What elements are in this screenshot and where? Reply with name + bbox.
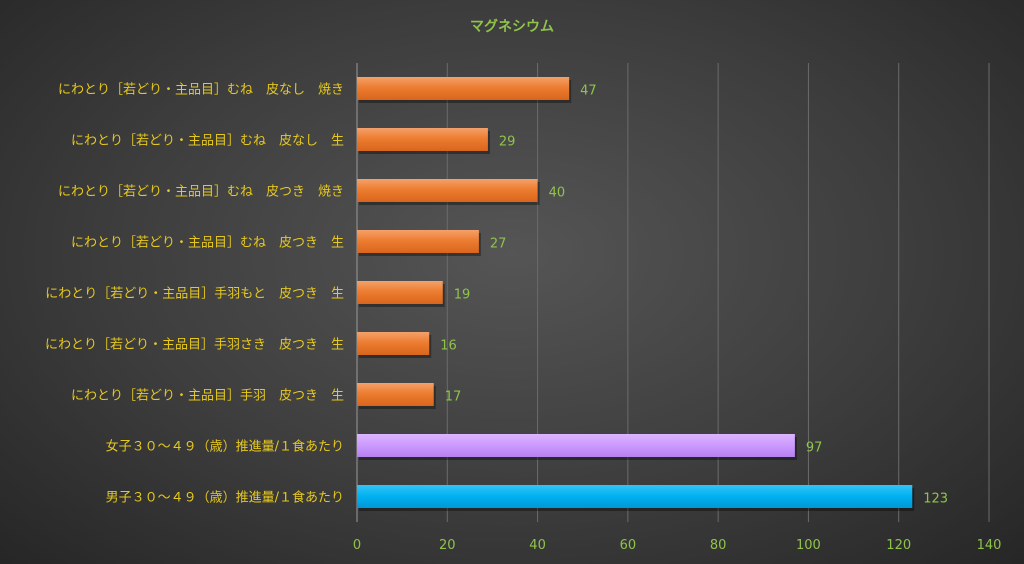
- bar: [357, 77, 570, 100]
- data-label: 97: [806, 441, 823, 456]
- data-labels: 47 29 40 27 19 16 17 97 123: [440, 84, 948, 507]
- x-tick-labels: 0 20 40 60 80 100 120 140: [353, 538, 1002, 553]
- bar: [357, 383, 434, 406]
- category-label: にわとり［若どり・主品目］手羽さき 皮つき 生: [45, 337, 344, 353]
- bar: [357, 128, 488, 151]
- x-tick-label: 40: [529, 538, 546, 553]
- chart-title: マグネシウム: [470, 18, 554, 35]
- data-label: 16: [440, 339, 457, 354]
- bar: [357, 230, 479, 253]
- data-label: 17: [445, 390, 462, 405]
- bar: [357, 434, 795, 457]
- x-tick-label: 0: [353, 538, 361, 553]
- category-label: にわとり［若どり・主品目］手羽 皮つき 生: [71, 388, 344, 404]
- category-label: にわとり［若どり・主品目］手羽もと 皮つき 生: [45, 286, 344, 302]
- data-label: 40: [549, 186, 566, 201]
- bar: [357, 179, 538, 202]
- category-label: にわとり［若どり・主品目］むね 皮なし 焼き: [58, 82, 344, 98]
- bars: [357, 77, 915, 511]
- x-tick-label: 80: [710, 538, 727, 553]
- category-label: 男子３０～４９（歳）推進量/１食あたり: [106, 490, 344, 506]
- category-label: にわとり［若どり・主品目］むね 皮つき 生: [71, 235, 344, 251]
- data-label: 29: [499, 135, 516, 150]
- category-label: にわとり［若どり・主品目］むね 皮なし 生: [71, 133, 344, 149]
- data-label: 19: [454, 288, 471, 303]
- category-label: にわとり［若どり・主品目］むね 皮つき 焼き: [58, 184, 344, 200]
- bar: [357, 485, 913, 508]
- x-tick-label: 140: [977, 538, 1002, 553]
- category-label: 女子３０～４９（歳）推進量/１食あたり: [106, 439, 344, 455]
- bar: [357, 281, 443, 304]
- data-label: 47: [580, 84, 597, 99]
- x-tick-label: 100: [796, 538, 821, 553]
- gridlines: [356, 63, 990, 522]
- data-label: 27: [490, 237, 507, 252]
- x-tick-label: 60: [620, 538, 637, 553]
- data-label: 123: [923, 492, 948, 507]
- bar: [357, 332, 430, 355]
- x-tick-label: 20: [439, 538, 456, 553]
- x-tick-label: 120: [886, 538, 911, 553]
